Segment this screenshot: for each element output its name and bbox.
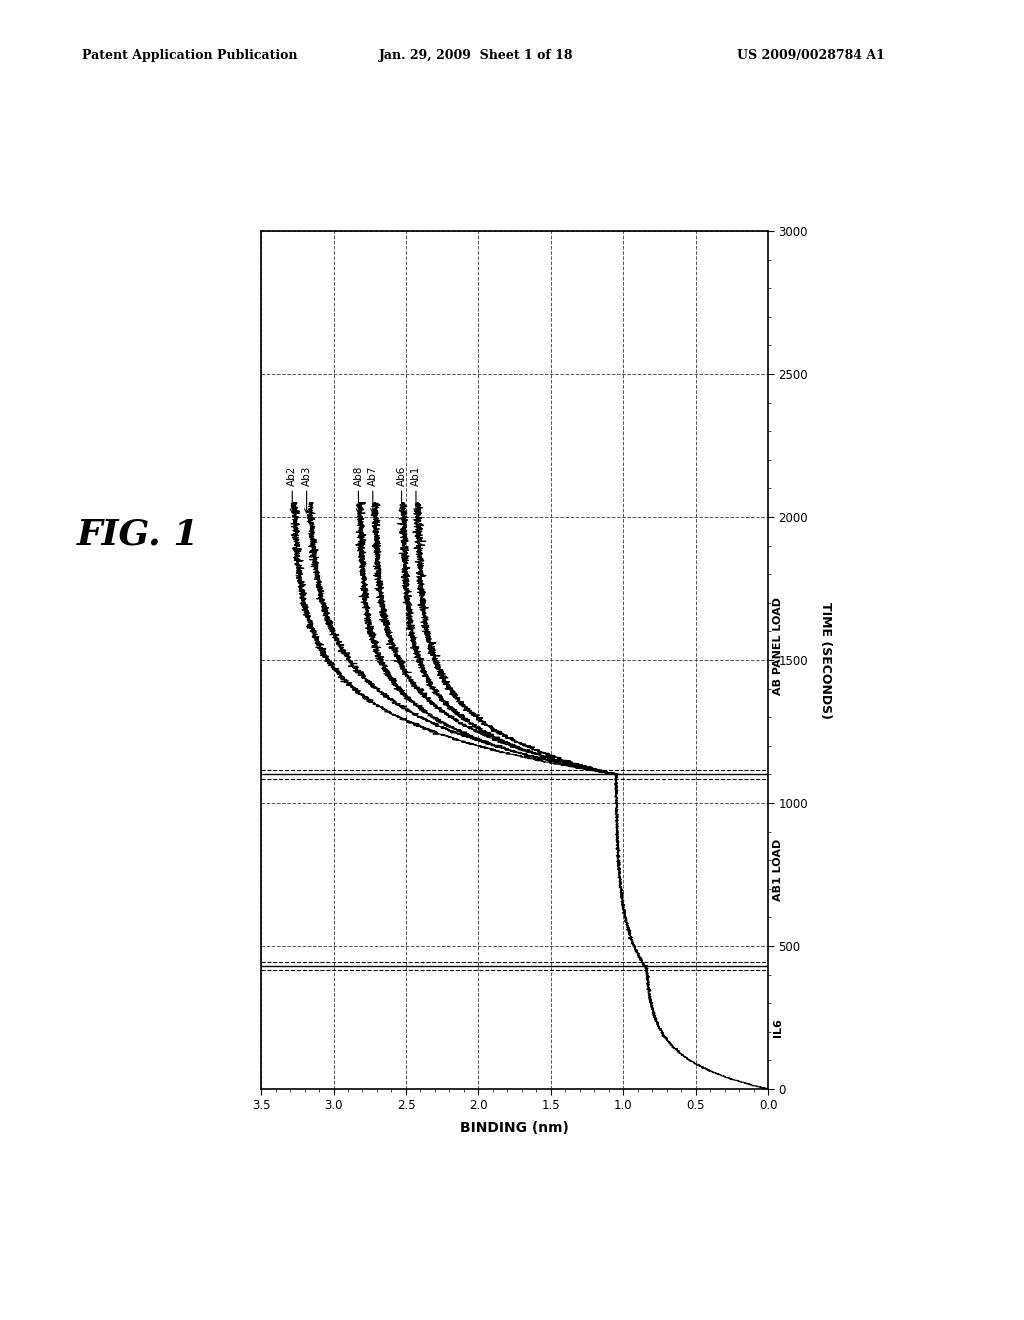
- X-axis label: BINDING (nm): BINDING (nm): [460, 1121, 569, 1135]
- Text: Ab8: Ab8: [353, 465, 364, 513]
- Text: Ab6: Ab6: [396, 465, 407, 513]
- Text: Ab2: Ab2: [288, 465, 297, 513]
- Y-axis label: TIME (SECONDS): TIME (SECONDS): [819, 602, 833, 718]
- Text: FIG. 1: FIG. 1: [77, 517, 200, 552]
- Text: Ab7: Ab7: [368, 465, 378, 513]
- Text: IL6: IL6: [773, 1018, 783, 1038]
- Text: Ab1: Ab1: [411, 465, 421, 513]
- Text: Patent Application Publication: Patent Application Publication: [82, 49, 297, 62]
- Text: AB1 LOAD: AB1 LOAD: [773, 840, 783, 902]
- Text: Jan. 29, 2009  Sheet 1 of 18: Jan. 29, 2009 Sheet 1 of 18: [379, 49, 573, 62]
- Text: US 2009/0028784 A1: US 2009/0028784 A1: [737, 49, 885, 62]
- Text: AB PANEL LOAD: AB PANEL LOAD: [773, 597, 783, 694]
- Text: Ab3: Ab3: [302, 465, 311, 513]
